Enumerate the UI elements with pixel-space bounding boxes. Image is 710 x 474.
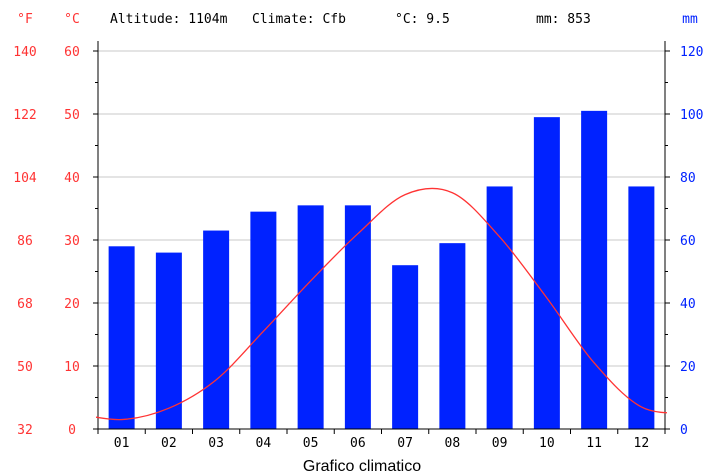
precipitation-bar <box>155 252 182 429</box>
fahrenheit-tick-label: 104 <box>13 171 37 186</box>
precipitation-bar <box>581 110 608 429</box>
fahrenheit-tick-label: 122 <box>13 108 36 123</box>
precipitation-bar <box>392 265 419 429</box>
mm-tick-label: 0 <box>680 423 688 438</box>
month-tick-label: 07 <box>397 436 413 451</box>
temperature-series-line <box>96 187 667 421</box>
month-tick-label: 04 <box>256 436 272 451</box>
month-tick-label: 06 <box>350 436 366 451</box>
precipitation-bar <box>108 246 135 429</box>
unit-mm: mm <box>682 12 698 27</box>
celsius-tick-label: 30 <box>64 234 80 249</box>
month-tick-label: 01 <box>114 436 130 451</box>
fahrenheit-tick-label: 68 <box>17 297 33 312</box>
month-tick-label: 08 <box>445 436 461 451</box>
axes <box>93 41 670 434</box>
precipitation-bar <box>250 211 277 429</box>
celsius-tick-label: 20 <box>64 297 80 312</box>
precipitation-bar <box>344 205 371 429</box>
fahrenheit-tick-label: 140 <box>13 45 36 60</box>
celsius-tick-label: 60 <box>64 45 80 60</box>
precipitation-bar <box>533 117 560 430</box>
precipitation-bar <box>439 243 466 429</box>
temperature-line <box>96 187 667 421</box>
month-tick-label: 03 <box>208 436 224 451</box>
precip-total-text: mm: 853 <box>536 12 591 27</box>
month-tick-label: 12 <box>634 436 650 451</box>
celsius-tick-label: 40 <box>64 171 80 186</box>
mm-tick-label: 80 <box>680 171 696 186</box>
month-tick-label: 09 <box>492 436 508 451</box>
precipitation-bar <box>297 205 324 429</box>
altitude-text: Altitude: 1104m <box>110 12 228 27</box>
mean-temp-text: °C: 9.5 <box>395 12 450 27</box>
month-tick-label: 10 <box>539 436 555 451</box>
precipitation-bar <box>486 186 513 429</box>
mm-tick-label: 20 <box>680 360 696 375</box>
celsius-tick-label: 50 <box>64 108 80 123</box>
precipitation-bar <box>628 186 655 429</box>
month-tick-label: 02 <box>161 436 177 451</box>
unit-celsius: °C <box>64 12 80 27</box>
chart-title: Grafico climatico <box>303 458 421 474</box>
unit-fahrenheit: °F <box>17 12 33 27</box>
tick-labels: 0102030405060325068861041221400204060801… <box>13 45 703 451</box>
fahrenheit-tick-label: 50 <box>17 360 33 375</box>
precipitation-bars <box>108 110 655 430</box>
mm-tick-label: 100 <box>680 108 703 123</box>
grid-lines <box>98 50 665 367</box>
month-tick-label: 11 <box>586 436 602 451</box>
mm-tick-label: 40 <box>680 297 696 312</box>
fahrenheit-tick-label: 86 <box>17 234 33 249</box>
celsius-tick-label: 0 <box>68 423 76 438</box>
climate-text: Climate: Cfb <box>252 12 346 27</box>
precipitation-bar <box>203 230 230 429</box>
mm-tick-label: 60 <box>680 234 696 249</box>
fahrenheit-tick-label: 32 <box>17 423 33 438</box>
celsius-tick-label: 10 <box>64 360 80 375</box>
mm-tick-label: 120 <box>680 45 703 60</box>
month-tick-label: 05 <box>303 436 319 451</box>
